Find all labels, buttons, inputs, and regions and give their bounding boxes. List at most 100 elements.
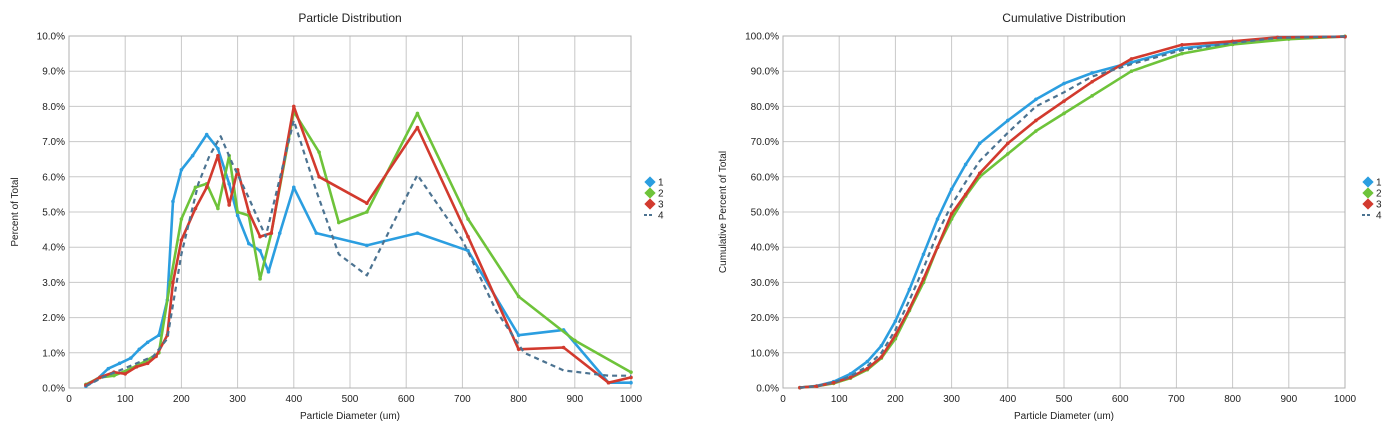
legend-label: 2 bbox=[1376, 189, 1382, 200]
y-tick-label: 70.0% bbox=[751, 137, 779, 148]
series-line bbox=[799, 35, 1346, 389]
legend-item: 4 bbox=[1362, 211, 1382, 222]
data-point bbox=[466, 248, 470, 253]
legend-label: 2 bbox=[658, 189, 664, 200]
y-tick-label: 100.0% bbox=[745, 32, 779, 43]
legend-swatch bbox=[1362, 187, 1374, 199]
data-point bbox=[977, 171, 982, 176]
data-point bbox=[314, 231, 319, 235]
legend-item: 2 bbox=[644, 187, 664, 200]
data-point bbox=[629, 380, 633, 385]
y-tick-label: 8.0% bbox=[42, 102, 65, 113]
data-point bbox=[949, 187, 954, 191]
data-point bbox=[258, 248, 262, 253]
data-point bbox=[247, 210, 251, 214]
data-point bbox=[179, 238, 184, 242]
y-axis-label: Percent of Total bbox=[10, 177, 21, 246]
chart-2: 0 100 200 300 400 500 600 700 800 900 1000 0.0% 10.0… bbox=[718, 11, 1382, 422]
data-point bbox=[179, 167, 184, 172]
x-tick-label: 100 bbox=[117, 394, 134, 405]
data-point bbox=[1062, 111, 1066, 116]
series-3 bbox=[798, 34, 1347, 390]
data-point bbox=[1129, 57, 1134, 61]
data-point bbox=[415, 111, 420, 116]
data-point bbox=[415, 231, 420, 235]
data-point bbox=[893, 319, 898, 323]
data-point bbox=[516, 294, 521, 299]
y-tick-label: 10.0% bbox=[751, 348, 779, 359]
legend-item: 1 bbox=[644, 176, 664, 189]
data-point bbox=[145, 361, 150, 366]
data-point bbox=[216, 206, 220, 211]
data-point bbox=[848, 375, 853, 380]
data-point bbox=[336, 220, 341, 225]
data-point bbox=[292, 185, 296, 190]
data-point bbox=[977, 141, 982, 146]
data-point bbox=[865, 359, 870, 364]
legend-swatch bbox=[644, 198, 656, 210]
data-point bbox=[365, 201, 369, 205]
data-point bbox=[193, 185, 198, 190]
legend-swatch bbox=[1362, 176, 1374, 188]
y-tick-label: 1.0% bbox=[42, 348, 65, 359]
data-point bbox=[573, 338, 577, 343]
x-tick-label: 1000 bbox=[620, 394, 643, 405]
series-line bbox=[85, 119, 631, 388]
data-point bbox=[129, 356, 133, 360]
y-tick-label: 80.0% bbox=[751, 102, 779, 113]
legend-item: 2 bbox=[1362, 187, 1382, 200]
data-point bbox=[935, 217, 940, 221]
plot-frame bbox=[68, 35, 632, 389]
data-point bbox=[907, 307, 912, 311]
data-point bbox=[137, 347, 142, 352]
data-point bbox=[1062, 81, 1066, 86]
data-point bbox=[1129, 69, 1134, 73]
data-point bbox=[629, 370, 633, 374]
data-point bbox=[190, 153, 195, 158]
legend-item: 3 bbox=[644, 198, 664, 211]
y-tick-label: 4.0% bbox=[42, 243, 65, 254]
data-point bbox=[963, 192, 968, 197]
data-point bbox=[247, 241, 251, 246]
data-point bbox=[907, 287, 912, 292]
data-point bbox=[921, 277, 926, 281]
x-tick-label: 1000 bbox=[1334, 394, 1357, 405]
data-point bbox=[1034, 97, 1038, 102]
series-line bbox=[85, 110, 632, 386]
data-point bbox=[606, 380, 611, 385]
data-point bbox=[831, 380, 836, 385]
series-4 bbox=[85, 119, 631, 388]
x-tick-label: 800 bbox=[1224, 394, 1241, 405]
data-point bbox=[193, 206, 198, 211]
y-tick-label: 50.0% bbox=[751, 208, 779, 219]
data-point bbox=[1090, 94, 1094, 98]
x-tick-label: 0 bbox=[780, 394, 786, 405]
data-point bbox=[157, 333, 161, 338]
data-point bbox=[227, 203, 231, 207]
data-point bbox=[879, 355, 884, 359]
x-tick-label: 900 bbox=[1280, 394, 1297, 405]
data-point bbox=[134, 365, 139, 369]
data-point bbox=[112, 373, 116, 378]
data-point bbox=[963, 162, 968, 167]
y-tick-label: 9.0% bbox=[42, 67, 65, 78]
series-2 bbox=[84, 109, 633, 387]
legend-label: 1 bbox=[1376, 178, 1382, 189]
series-3 bbox=[84, 104, 633, 387]
y-tick-label: 0.0% bbox=[42, 384, 65, 395]
data-point bbox=[171, 199, 175, 204]
data-point bbox=[216, 153, 220, 158]
x-tick-label: 0 bbox=[66, 394, 72, 405]
data-point bbox=[865, 366, 870, 371]
y-tick-label: 90.0% bbox=[751, 67, 779, 78]
data-point bbox=[168, 280, 172, 285]
data-point bbox=[1180, 51, 1184, 56]
data-point bbox=[1034, 129, 1038, 133]
legend-item: 1 bbox=[1362, 176, 1382, 189]
data-point bbox=[949, 211, 954, 216]
series-line bbox=[799, 35, 1346, 389]
x-tick-label: 800 bbox=[510, 394, 527, 405]
data-point bbox=[171, 280, 175, 285]
